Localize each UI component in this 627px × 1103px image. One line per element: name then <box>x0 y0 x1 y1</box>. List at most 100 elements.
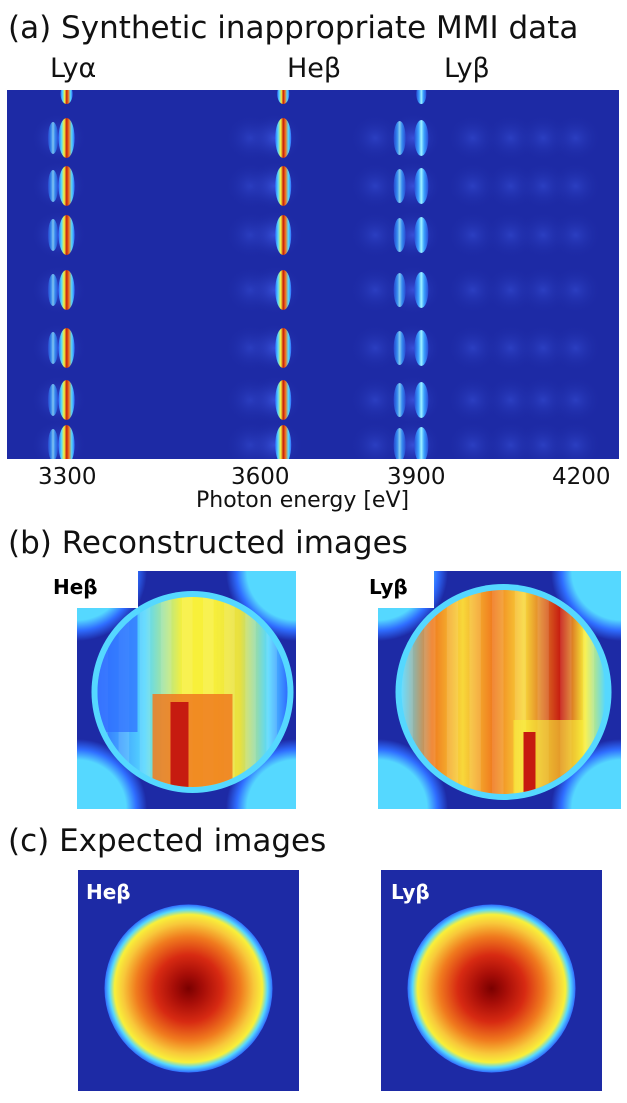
heatmap-streak-ly-alpha <box>58 270 75 310</box>
heatmap-blob <box>446 324 499 372</box>
recon-label-box-he <box>50 568 138 608</box>
expected-label-ly-beta: Lyβ <box>391 880 430 904</box>
heatmap-blob <box>549 324 602 372</box>
heatmap-streak-side <box>393 428 406 459</box>
recon-stripe <box>469 590 481 794</box>
heatmap-streak-he-beta <box>275 270 292 310</box>
x-tick-3900: 3900 <box>387 464 446 490</box>
recon-stripe <box>446 590 459 794</box>
heatmap-streak-ly-beta <box>414 330 429 366</box>
heatmap-streak-ly-beta <box>414 382 429 418</box>
heatmap-streak-ly-alpha <box>58 425 75 459</box>
x-tick-3600: 3600 <box>231 464 290 490</box>
heatmap-blob <box>549 211 602 259</box>
heatmap-streak-side <box>393 121 406 155</box>
expected-disk <box>407 904 576 1073</box>
recon-shifted-block <box>152 694 233 787</box>
heatmap-streak-side <box>48 122 59 154</box>
heatmap-streak-side <box>393 383 406 417</box>
heatmap-streak-ly-beta <box>414 120 429 156</box>
heatmap-streak-he-beta <box>275 425 292 459</box>
mmi-spectral-heatmap <box>7 90 619 459</box>
heatmap-streak-side <box>393 273 406 307</box>
heatmap-blob <box>349 211 402 259</box>
recon-hot-core <box>170 702 189 787</box>
heatmap-streak-he-beta <box>275 215 292 255</box>
heatmap-streak-side <box>393 331 406 365</box>
recon-stripe <box>537 590 549 794</box>
recon-label-box-ly <box>364 568 434 608</box>
heatmap-streak-side <box>393 218 406 252</box>
heatmap-blob <box>549 266 602 314</box>
heatmap-streak-he-beta <box>275 380 292 420</box>
recon-stripe <box>245 597 256 787</box>
recon-stripe <box>401 590 413 794</box>
heatmap-streak-side <box>48 384 59 416</box>
recon-stripe <box>560 590 572 794</box>
heatmap-blob <box>549 162 602 210</box>
recon-stripe <box>266 597 277 787</box>
panel-c-title: (c) Expected images <box>8 823 327 859</box>
heatmap-blob <box>349 376 402 424</box>
expected-image-he-beta <box>78 870 299 1091</box>
heatmap-streak-side <box>48 429 59 459</box>
panel-b-title: (b) Reconstructed images <box>8 525 408 561</box>
panel-a-title: (a) Synthetic inappropriate MMI data <box>8 10 579 46</box>
heatmap-streak-ly-beta <box>414 272 429 308</box>
recon-stripe <box>181 597 193 787</box>
heatmap-blob <box>549 421 602 459</box>
heatmap-streak-side <box>48 219 59 251</box>
recon-stripe <box>424 590 436 794</box>
heatmap-blob <box>349 324 402 372</box>
heatmap-streak-ly-alpha <box>58 118 75 158</box>
recon-stripe <box>139 597 151 787</box>
heatmap-streak-ly-alpha <box>58 328 75 368</box>
heatmap-streak-top <box>60 90 73 104</box>
heatmap-blob <box>349 162 402 210</box>
recon-neighbour-blob <box>77 739 147 809</box>
recon-neighbour-blob <box>226 571 296 641</box>
recon-stripe <box>160 597 172 787</box>
recon-label-ly-beta: Lyβ <box>369 575 408 599</box>
heatmap-streak-side <box>393 169 406 203</box>
expected-disk <box>104 904 273 1073</box>
x-axis-label: Photon energy [eV] <box>196 488 410 513</box>
recon-neighbour-blob <box>551 571 621 641</box>
recon-stripe <box>203 597 214 787</box>
recon-stripe <box>582 590 595 794</box>
recon-stripe <box>224 597 235 787</box>
x-tick-3300: 3300 <box>38 464 97 490</box>
heatmap-streak-top <box>277 90 290 104</box>
expected-image-ly-beta <box>381 870 602 1091</box>
recon-neighbour-blob <box>226 739 296 809</box>
recon-neighbour-blob <box>551 739 621 809</box>
recon-label-he-beta: Heβ <box>53 575 98 599</box>
heatmap-blob <box>446 211 499 259</box>
heatmap-streak-ly-alpha <box>58 215 75 255</box>
x-tick-4200: 4200 <box>552 464 611 490</box>
heatmap-streak-ly-beta <box>414 217 429 253</box>
recon-stripe <box>514 590 527 794</box>
heatmap-streak-he-beta <box>275 328 292 368</box>
recon-stripe <box>492 590 504 794</box>
heatmap-streak-side <box>48 274 59 306</box>
heatmap-streak-ly-alpha <box>58 166 75 206</box>
heatmap-blob <box>549 114 602 162</box>
heatmap-blob <box>446 266 499 314</box>
reconstructed-image-ly-beta <box>378 571 621 809</box>
heatmap-streak-side <box>48 170 59 202</box>
heatmap-streak-he-beta <box>275 166 292 206</box>
heatmap-blob <box>446 162 499 210</box>
expected-label-he-beta: Heβ <box>86 880 131 904</box>
heatmap-blob <box>446 114 499 162</box>
heatmap-streak-side <box>48 332 59 364</box>
recon-hot-core <box>523 732 536 794</box>
heatmap-blob <box>349 114 402 162</box>
recon-neighbour-blob <box>378 739 448 809</box>
heatmap-streak-ly-alpha <box>58 380 75 420</box>
heatmap-blob <box>549 376 602 424</box>
line-label-ly-beta: Lyβ <box>444 53 490 84</box>
recon-disk <box>97 597 288 787</box>
reconstructed-image-he-beta <box>77 571 296 809</box>
heatmap-streak-top <box>416 90 427 104</box>
